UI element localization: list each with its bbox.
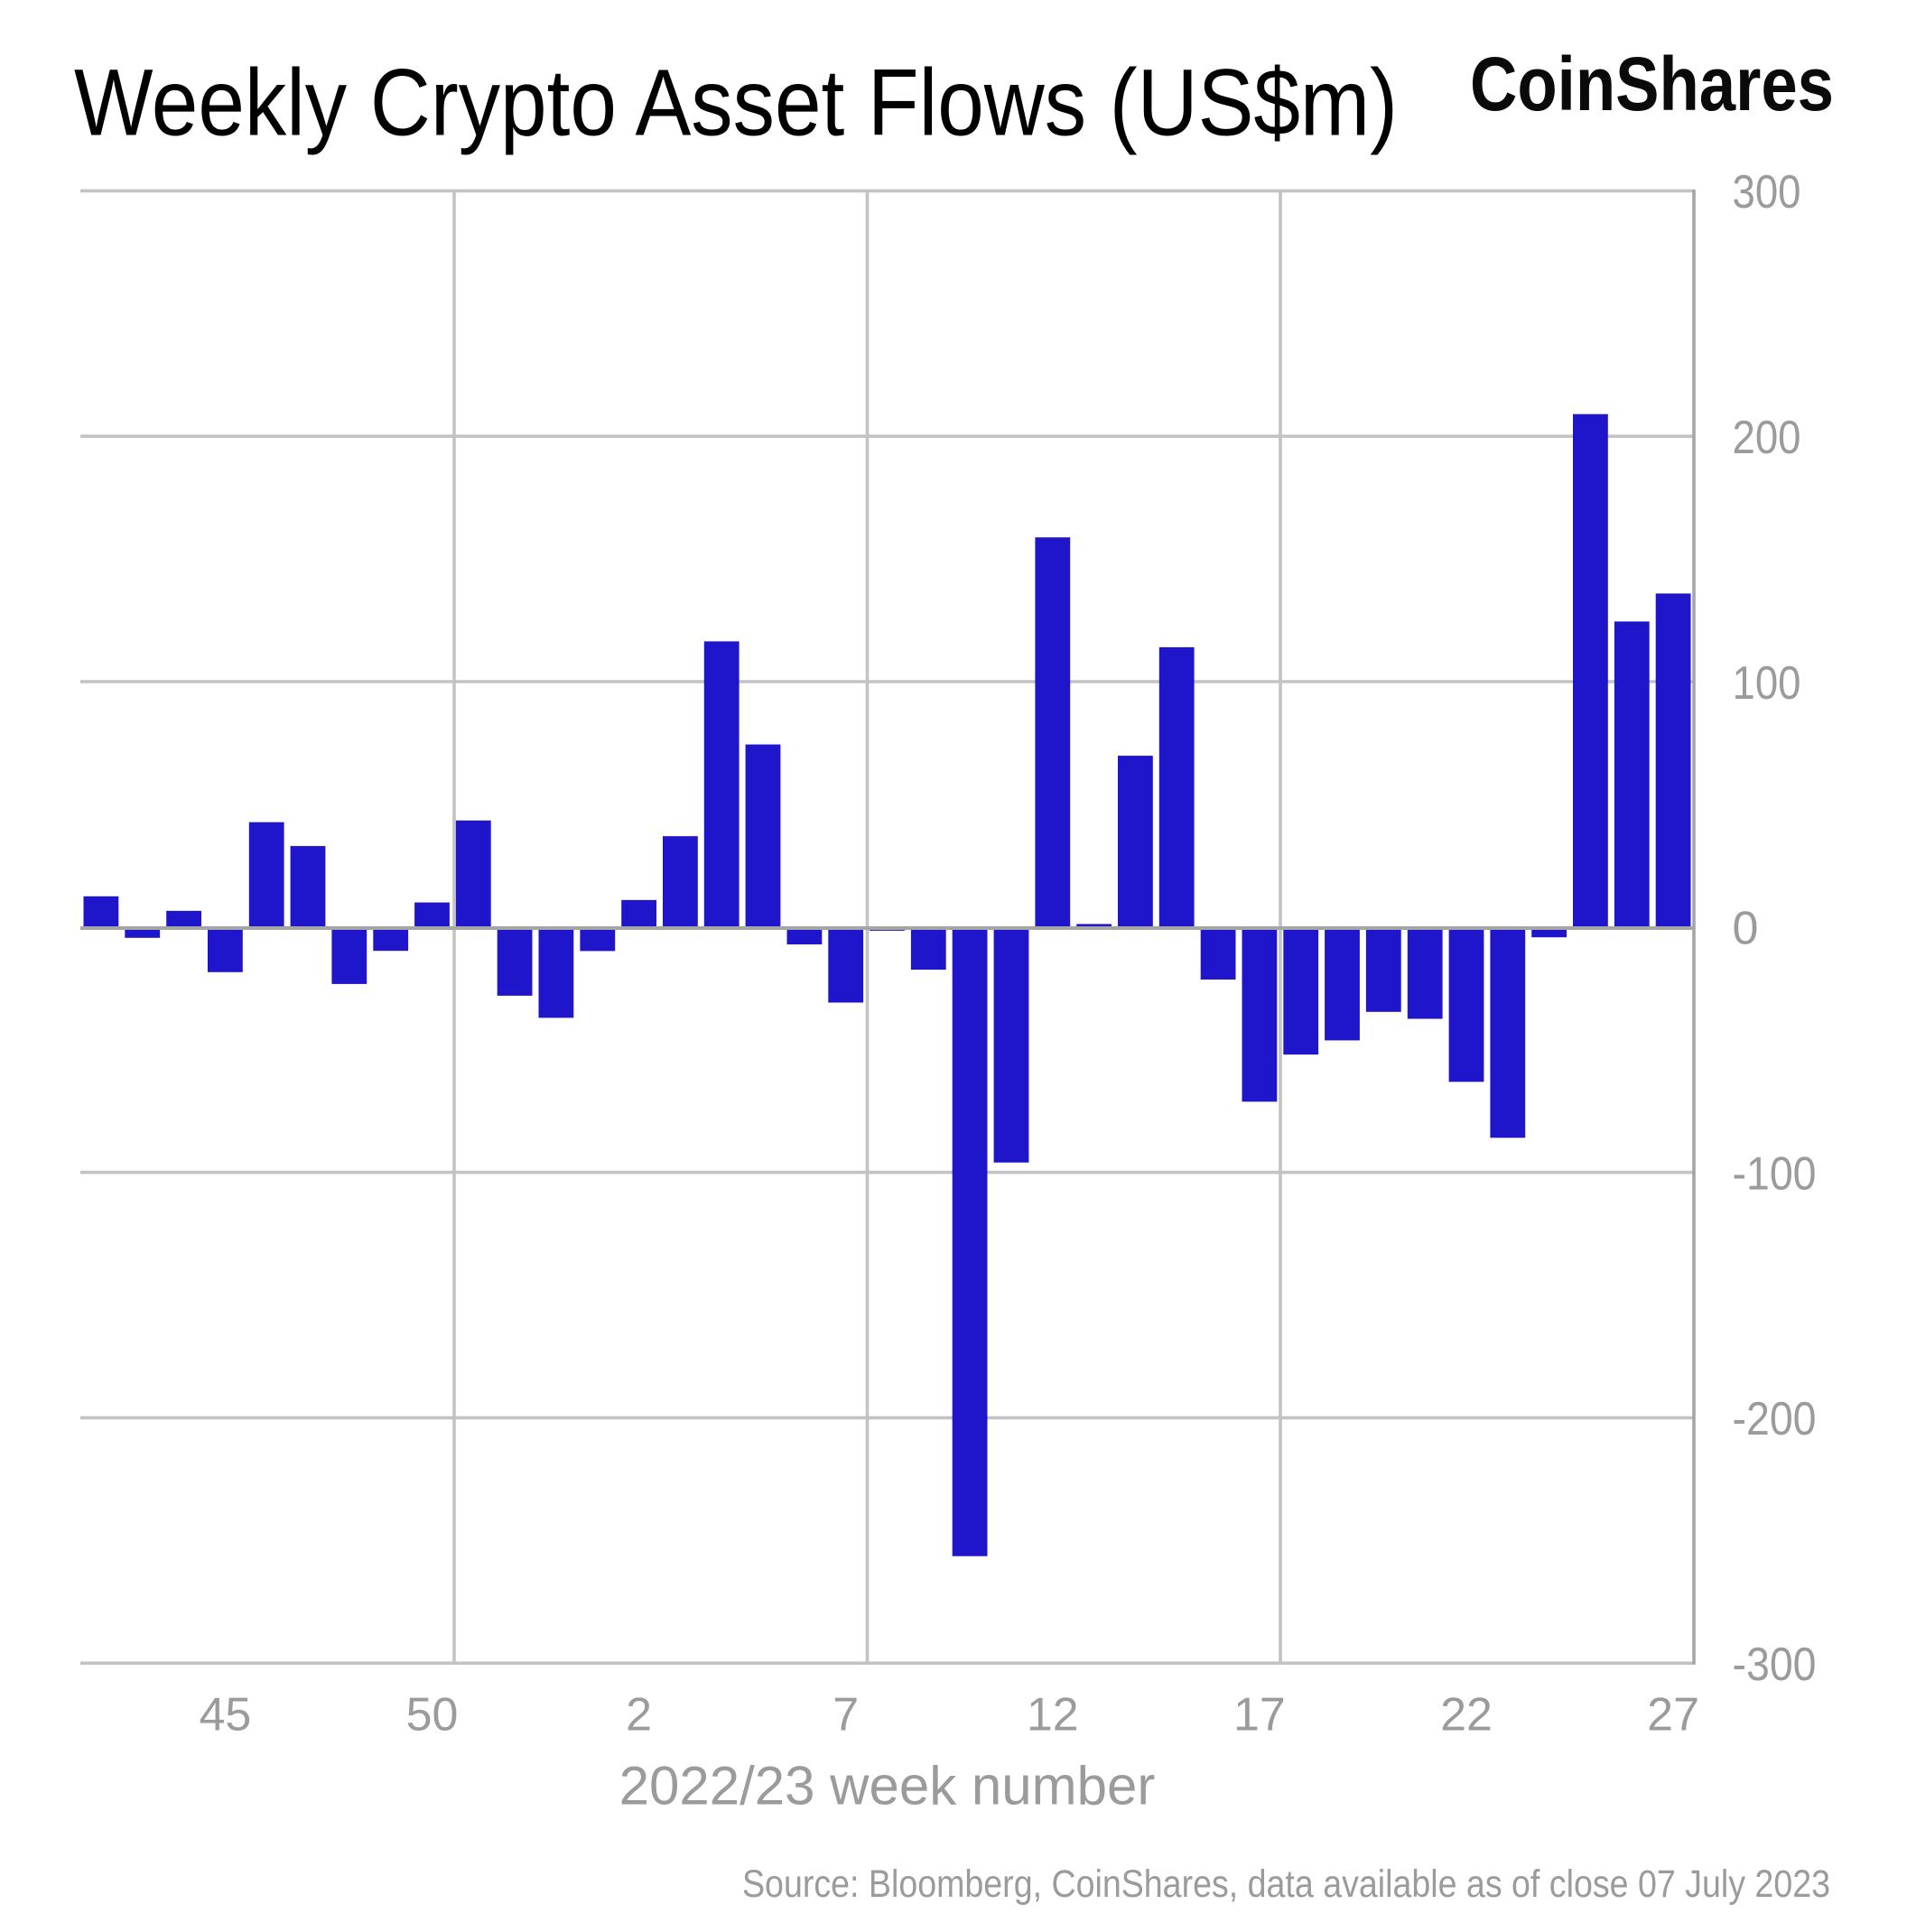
svg-text:0: 0 <box>1733 903 1759 955</box>
svg-text:12: 12 <box>1027 1689 1079 1742</box>
svg-text:50: 50 <box>406 1689 459 1742</box>
svg-text:45: 45 <box>199 1689 251 1742</box>
svg-text:CoinShares: CoinShares <box>1470 42 1834 126</box>
svg-text:-300: -300 <box>1733 1639 1817 1691</box>
svg-text:27: 27 <box>1647 1689 1699 1742</box>
svg-text:7: 7 <box>833 1689 859 1742</box>
svg-text:Weekly Crypto Asset Flows (US$: Weekly Crypto Asset Flows (US$m) <box>74 50 1398 155</box>
svg-text:Source: Bloomberg, CoinShares,: Source: Bloomberg, CoinShares, data avai… <box>742 1862 1830 1906</box>
svg-text:300: 300 <box>1733 166 1801 218</box>
svg-text:100: 100 <box>1733 657 1801 710</box>
svg-text:-100: -100 <box>1733 1147 1817 1200</box>
svg-text:22: 22 <box>1440 1689 1493 1742</box>
svg-text:2022/23 week number: 2022/23 week number <box>619 1756 1156 1816</box>
svg-text:200: 200 <box>1733 412 1801 464</box>
svg-text:2: 2 <box>626 1689 652 1742</box>
svg-text:-200: -200 <box>1733 1393 1817 1445</box>
svg-text:17: 17 <box>1233 1689 1286 1742</box>
